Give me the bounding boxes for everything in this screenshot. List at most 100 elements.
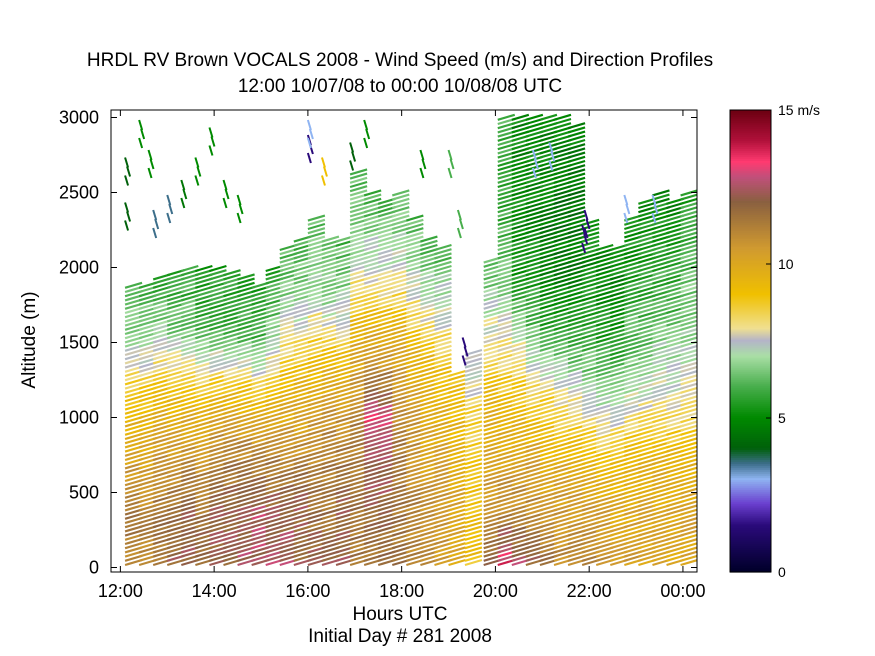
wind-barb [223, 273, 241, 281]
colorbar-segment [730, 477, 771, 481]
wind-barb [391, 197, 410, 205]
wind-barb [196, 166, 202, 177]
wind-barb [583, 209, 589, 221]
wind-barb [464, 453, 483, 462]
wind-barb [448, 462, 466, 470]
wind-barb [434, 369, 452, 378]
colorbar-segment [730, 116, 771, 119]
colorbar-segment [730, 208, 771, 212]
wind-barb [152, 227, 158, 239]
wind-barb [448, 466, 466, 474]
wind-barb [448, 546, 466, 554]
wind-barb [680, 252, 697, 260]
y-tick-label: 1000 [59, 408, 99, 428]
colorbar-segment [730, 567, 771, 571]
colorbar-segment [730, 290, 771, 294]
profile-column [448, 369, 466, 567]
wind-barb [448, 516, 466, 525]
wind-barb [680, 269, 697, 277]
wind-barb [680, 307, 697, 315]
wind-barb [209, 269, 227, 277]
colorbar-segment [730, 178, 771, 181]
colorbar-segment [730, 248, 771, 252]
wind-barb [680, 311, 697, 319]
colorbar-segment [730, 246, 771, 250]
colorbar-segment [730, 479, 771, 483]
colorbar-segment [730, 252, 771, 256]
colorbar-segment [730, 347, 771, 350]
wind-barb [448, 554, 466, 562]
wind-barb [680, 218, 697, 226]
x-tick-label: 22:00 [567, 581, 612, 601]
wind-barb [237, 281, 255, 289]
wind-barb [464, 470, 483, 478]
wind-barb [448, 453, 466, 462]
wind-barb [434, 264, 452, 273]
wind-barb [531, 149, 537, 161]
colorbar-segment [730, 222, 771, 226]
colorbar-segment [730, 114, 771, 117]
wind-barb [680, 202, 697, 210]
wind-barb [680, 437, 697, 445]
colorbar-segment [730, 212, 771, 216]
wind-barb [680, 500, 697, 508]
wind-barb [391, 193, 410, 201]
wind-barb [349, 168, 368, 176]
wind-barb [553, 113, 572, 121]
colorbar-segment [730, 377, 771, 380]
x-tick-label: 20:00 [473, 581, 518, 601]
wind-barb [680, 559, 697, 567]
wind-barb [434, 323, 452, 331]
colorbar-segment [730, 391, 771, 394]
wind-barb [651, 194, 657, 206]
wind-barb [464, 474, 483, 483]
colorbar-segment [730, 415, 771, 418]
colorbar-segment [730, 232, 771, 236]
wind-barb [448, 558, 466, 567]
wind-barb [567, 126, 586, 134]
wind-barb [680, 458, 697, 466]
colorbar-segment [730, 387, 771, 390]
wind-barb [349, 189, 368, 197]
wind-barb [464, 483, 483, 491]
wind-barb [138, 119, 144, 131]
colorbar-segment [730, 224, 771, 228]
wind-barb [140, 128, 146, 140]
colorbar-segment [730, 276, 771, 280]
colorbar-segment [730, 357, 771, 360]
x-axis-sublabel: Initial Day # 281 2008 [308, 626, 492, 647]
wind-barb [323, 166, 328, 177]
wind-barb [680, 407, 697, 415]
colorbar-segment [730, 369, 771, 372]
colorbar-segment [730, 453, 771, 457]
colorbar-segment [730, 134, 771, 137]
wind-barb [349, 172, 368, 180]
y-tick-label: 2000 [59, 258, 99, 278]
wind-barb [680, 428, 697, 436]
colorbar-segment [730, 302, 771, 306]
wind-barb [448, 407, 466, 415]
colorbar-segment [730, 365, 771, 368]
colorbar-segment [730, 417, 771, 420]
y-tick-label: 2500 [59, 183, 99, 203]
chart-title: HRDL RV Brown VOCALS 2008 - Wind Speed (… [86, 50, 714, 71]
colorbar-segment [730, 110, 771, 113]
wind-barb [448, 411, 466, 420]
colorbar-segment [730, 326, 771, 330]
wind-barb [680, 454, 697, 462]
colorbar-segment [730, 563, 771, 567]
wind-barb [581, 224, 587, 236]
colorbar-segment [730, 284, 771, 288]
wind-barb [581, 239, 600, 247]
wind-barb [434, 315, 452, 323]
profile-column [181, 264, 199, 567]
wind-barb [464, 504, 483, 512]
wind-barb [351, 151, 357, 162]
colorbar-segment [730, 439, 771, 443]
wind-barb [511, 113, 530, 121]
colorbar-segment [730, 316, 771, 320]
wind-barb [182, 188, 188, 200]
colorbar-segment [730, 485, 771, 489]
wind-barb [222, 197, 228, 209]
